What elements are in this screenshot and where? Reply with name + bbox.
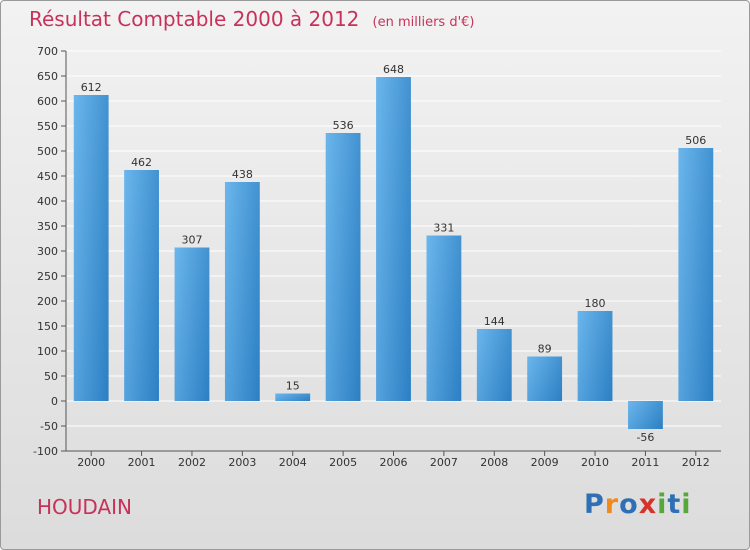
y-tick-label: 600 (37, 95, 58, 108)
y-tick-label: 550 (37, 120, 58, 133)
y-tick-label: 700 (37, 45, 58, 58)
y-tick-label: 250 (37, 270, 58, 283)
y-tick-label: 500 (37, 145, 58, 158)
y-tick-label: -100 (33, 445, 58, 458)
data-label: 331 (433, 222, 454, 235)
bar-shade (174, 247, 210, 401)
x-tick-label: 2009 (531, 456, 559, 469)
x-tick-label: 2008 (480, 456, 508, 469)
brand-letter: P (584, 489, 605, 520)
brand-letter: i (681, 489, 692, 520)
data-label: 180 (585, 297, 606, 310)
x-tick-label: 2007 (430, 456, 458, 469)
brand-letter: r (604, 489, 620, 520)
bar-shade (678, 148, 714, 401)
bar-shade (527, 356, 563, 401)
x-tick-label: 2006 (380, 456, 408, 469)
x-tick-label: 2002 (178, 456, 206, 469)
y-tick-label: -50 (40, 420, 58, 433)
y-tick-label: 300 (37, 245, 58, 258)
bar-shade (577, 311, 613, 401)
bar-shade (73, 95, 109, 401)
brand-letter: o (619, 489, 639, 520)
bar-shade (426, 235, 462, 401)
data-label: -56 (636, 431, 654, 444)
y-tick-label: 0 (51, 395, 58, 408)
y-tick-label: 200 (37, 295, 58, 308)
y-tick-label: 400 (37, 195, 58, 208)
data-label: 536 (333, 119, 354, 132)
chart-title: Résultat Comptable 2000 à 2012 (29, 7, 360, 31)
y-tick-label: 350 (37, 220, 58, 233)
x-tick-label: 2004 (279, 456, 307, 469)
x-tick-label: 2005 (329, 456, 357, 469)
data-label: 89 (538, 343, 552, 356)
place-name: HOUDAIN (37, 495, 133, 519)
bar-shade (476, 329, 512, 401)
bar-shade (124, 170, 159, 401)
data-label: 307 (181, 234, 202, 247)
brand-letter: i (657, 489, 668, 520)
bar-shade (628, 401, 663, 429)
y-tick-label: 150 (37, 320, 58, 333)
bar-shade (376, 77, 411, 401)
y-tick-label: 50 (44, 370, 58, 383)
data-label: 462 (131, 156, 152, 169)
x-tick-label: 2012 (682, 456, 710, 469)
bar-shade (325, 133, 361, 401)
proxiti-logo: Proxiti (584, 489, 692, 520)
data-label: 144 (484, 315, 505, 328)
y-tick-label: 450 (37, 170, 58, 183)
y-tick-label: 100 (37, 345, 58, 358)
x-tick-label: 2010 (581, 456, 609, 469)
data-label: 438 (232, 168, 253, 181)
data-label: 612 (81, 81, 102, 94)
data-label: 15 (286, 380, 300, 393)
chart-subtitle: (en milliers d'€) (372, 15, 475, 30)
title-block: Résultat Comptable 2000 à 2012 (en milli… (29, 7, 474, 31)
x-tick-label: 2000 (77, 456, 105, 469)
x-tick-label: 2011 (631, 456, 659, 469)
x-tick-label: 2003 (228, 456, 256, 469)
data-label: 648 (383, 63, 404, 76)
brand-letter: t (667, 489, 682, 520)
x-tick-label: 2001 (128, 456, 156, 469)
y-tick-label: 650 (37, 70, 58, 83)
bar-shade (275, 393, 311, 401)
brand-letter: x (638, 489, 658, 520)
bar-shade (224, 182, 260, 401)
data-label: 506 (685, 134, 706, 147)
